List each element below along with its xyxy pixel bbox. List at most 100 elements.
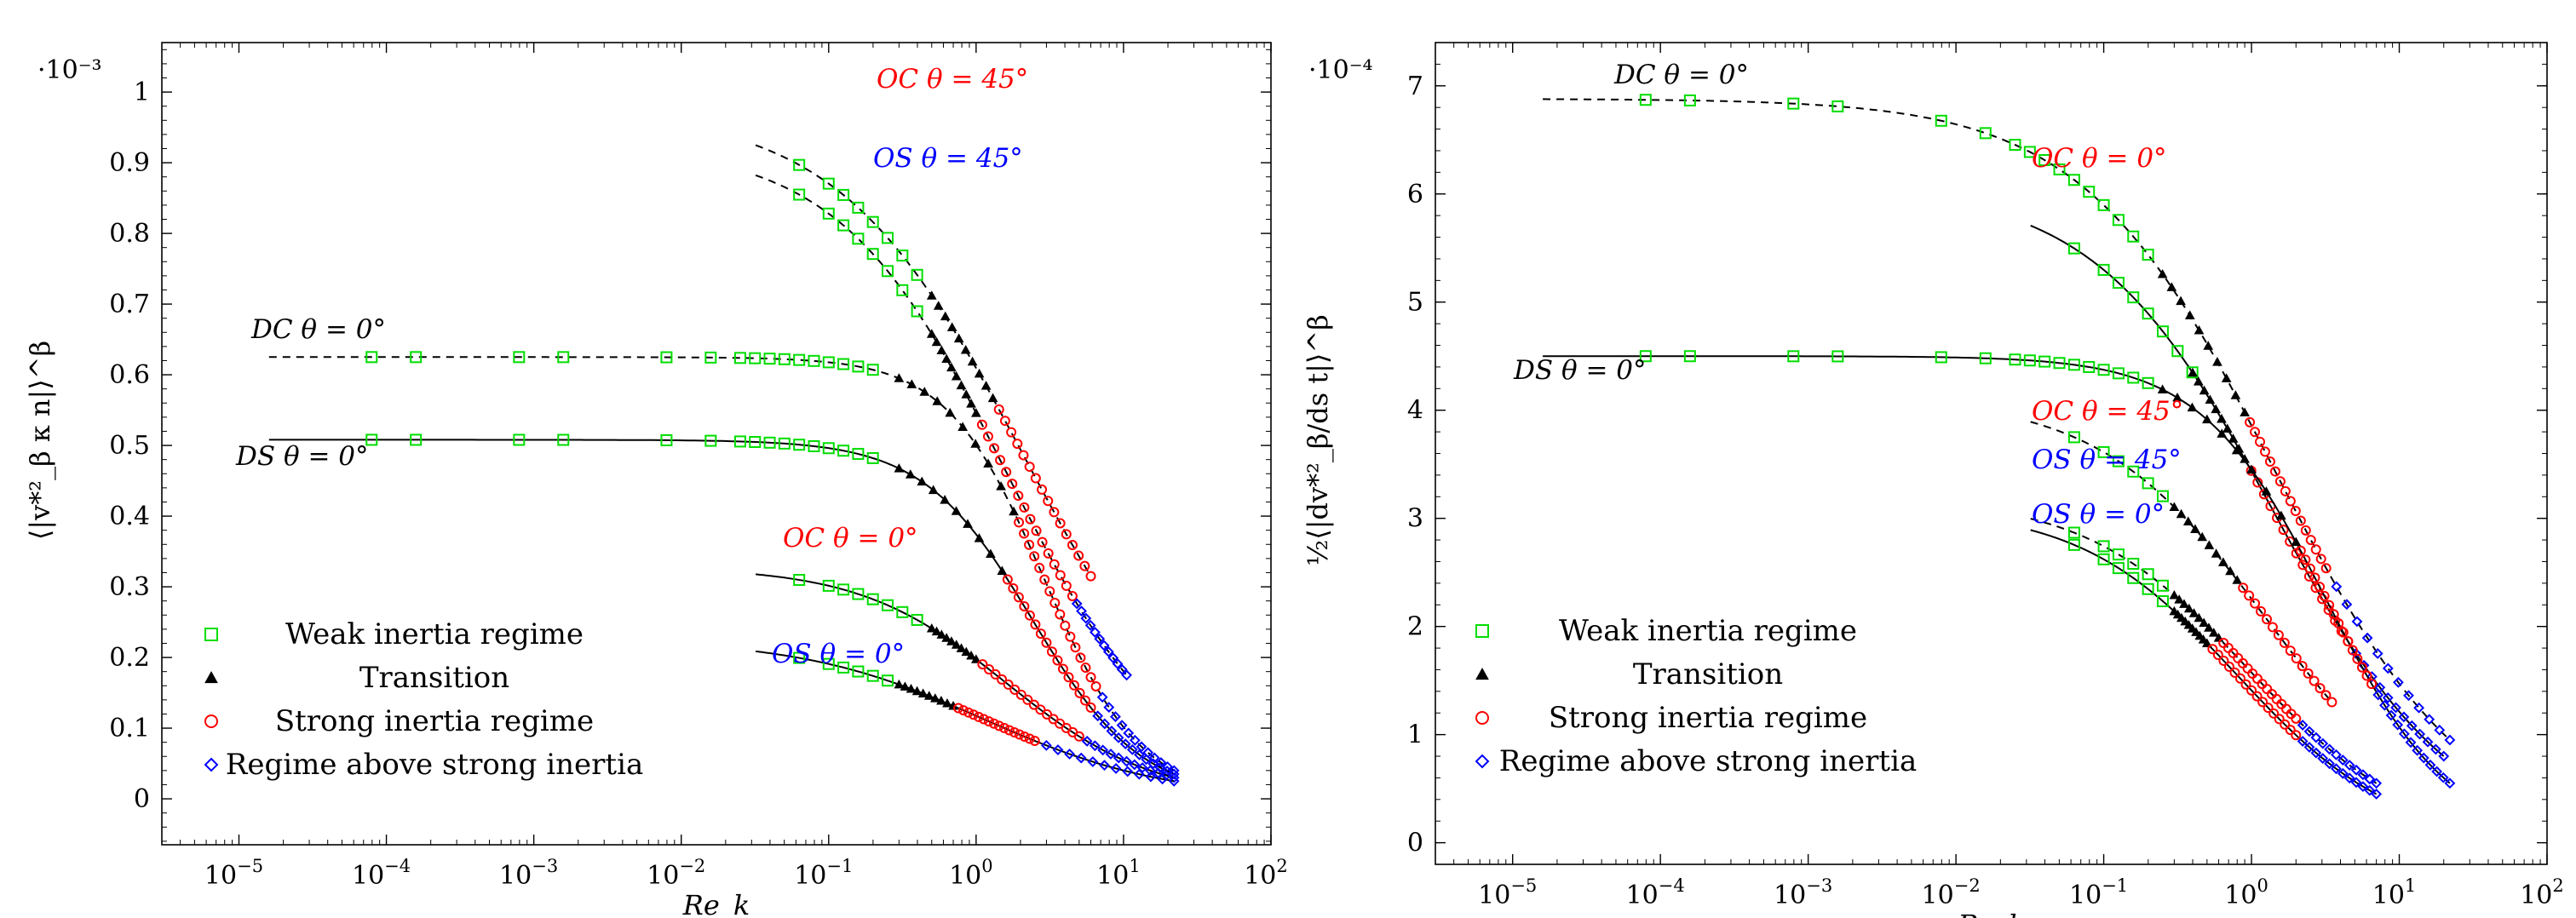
data-point-triangle (980, 381, 992, 390)
legend-weak-inertia-label: Weak inertia regime (1559, 614, 1857, 648)
y-tick-label: 0 (134, 784, 150, 814)
x-tick-base: 10 (2224, 881, 2257, 910)
legend-transition-label: Transition (359, 661, 509, 695)
data-point-triangle (957, 422, 969, 431)
data-point-triangle (963, 519, 973, 528)
data-point-circle (1067, 591, 1078, 602)
data-point-square (837, 583, 850, 596)
data-point-diamond (1098, 640, 1110, 651)
data-point-circle (2285, 496, 2296, 507)
data-point-diamond (2303, 726, 2315, 737)
data-point-diamond (1084, 619, 1096, 631)
data-point-triangle (2174, 594, 2185, 604)
data-point-circle (2246, 685, 2257, 696)
data-point-circle (2251, 691, 2263, 702)
data-point-triangle (926, 329, 937, 338)
data-point-diamond (1113, 752, 1124, 764)
data-point-circle (2326, 697, 2337, 708)
data-point-triangle (905, 469, 916, 479)
data-point-square (2097, 553, 2110, 565)
data-point-square (1787, 350, 1800, 363)
data-point-circle (2285, 725, 2296, 736)
data-point-square (896, 284, 909, 296)
data-point-diamond (2414, 728, 2426, 740)
data-point-square (2112, 562, 2125, 575)
data-point-triangle (2188, 608, 2199, 617)
data-point-diamond (2310, 747, 2322, 759)
data-point-triangle (2240, 407, 2250, 416)
data-point-triangle (926, 290, 937, 300)
data-point-circle (2256, 605, 2267, 617)
data-point-circle (997, 674, 1008, 685)
data-point-triangle (951, 640, 962, 649)
data-point-diamond (2337, 767, 2349, 779)
data-point-diamond (1099, 718, 1111, 730)
x-tick-label: 10−3 (499, 856, 558, 891)
data-point-square (837, 188, 850, 201)
data-point-circle (2223, 661, 2234, 672)
data-point-diamond (1155, 757, 1167, 768)
x-tick-base: 10 (499, 861, 532, 891)
data-point-triangle (2199, 617, 2210, 627)
data-point-circle (2280, 485, 2291, 496)
data-point-triangle (974, 533, 985, 542)
data-point-circle (2300, 554, 2311, 565)
data-point-square (2097, 364, 2110, 376)
x-tick-base: 10 (204, 861, 237, 891)
data-point-circle (2274, 476, 2286, 487)
data-point-triangle (906, 683, 917, 693)
curve-label: OS θ = 0° (772, 639, 905, 669)
data-point-diamond (2403, 690, 2414, 702)
data-point-triangle (928, 485, 939, 495)
data-point-diamond (2337, 754, 2349, 766)
data-point-diamond (1075, 752, 1087, 764)
data-point-circle (2245, 416, 2256, 427)
data-point-triangle (2157, 384, 2168, 393)
data-point-diamond (1116, 720, 1128, 732)
data-point-diamond (2310, 732, 2322, 743)
y-axis-label: ⟨|v*²_β κ n|⟩^β (24, 341, 56, 540)
series-3 (268, 351, 1180, 777)
legend-above-strong-inertia-label: Regime above strong inertia (1499, 744, 1917, 778)
data-point-triangle (951, 506, 962, 515)
data-point-square (866, 248, 879, 261)
data-point-circle (1001, 467, 1012, 478)
data-point-square (896, 605, 909, 618)
data-point-triangle (936, 696, 946, 705)
data-point-diamond (2390, 702, 2401, 714)
x-tick-label: 102 (2520, 875, 2564, 910)
data-point-square (866, 669, 879, 682)
data-point-square (557, 351, 570, 364)
data-point-diamond (2324, 743, 2336, 755)
data-point-diamond (2331, 581, 2343, 593)
data-point-diamond (2331, 749, 2342, 760)
data-point-triangle (936, 629, 947, 639)
data-point-circle (1070, 642, 1081, 653)
data-point-circle (1030, 619, 1041, 630)
data-point-circle (2291, 653, 2302, 664)
x-tick-label: 10−4 (352, 856, 411, 891)
x-tick-exponent: −2 (679, 856, 705, 876)
data-point-circle (2343, 636, 2354, 647)
x-tick-base: 10 (794, 861, 826, 891)
data-point-triangle (997, 565, 1008, 575)
data-point-square (2023, 146, 2036, 158)
data-point-triangle (2193, 376, 2204, 386)
data-point-square (2127, 291, 2140, 304)
legend-weak-inertia-marker (204, 628, 218, 641)
data-point-circle (2352, 653, 2363, 664)
x-tick-exponent: −1 (826, 856, 853, 876)
data-point-circle (2274, 714, 2285, 725)
x-tick-exponent: −5 (237, 856, 263, 876)
data-point-circle (999, 416, 1010, 427)
data-point-circle (2278, 525, 2289, 536)
data-point-circle (1031, 525, 1042, 536)
data-point-circle (2285, 645, 2296, 657)
data-point-square (2053, 357, 2066, 370)
x-tick-base: 10 (1922, 881, 1954, 910)
data-point-diamond (2406, 720, 2418, 732)
curve-label: OC θ = 45° (2032, 396, 2183, 427)
data-point-triangle (917, 476, 928, 486)
plot-frame (161, 42, 1272, 846)
data-point-triangle (941, 353, 952, 364)
